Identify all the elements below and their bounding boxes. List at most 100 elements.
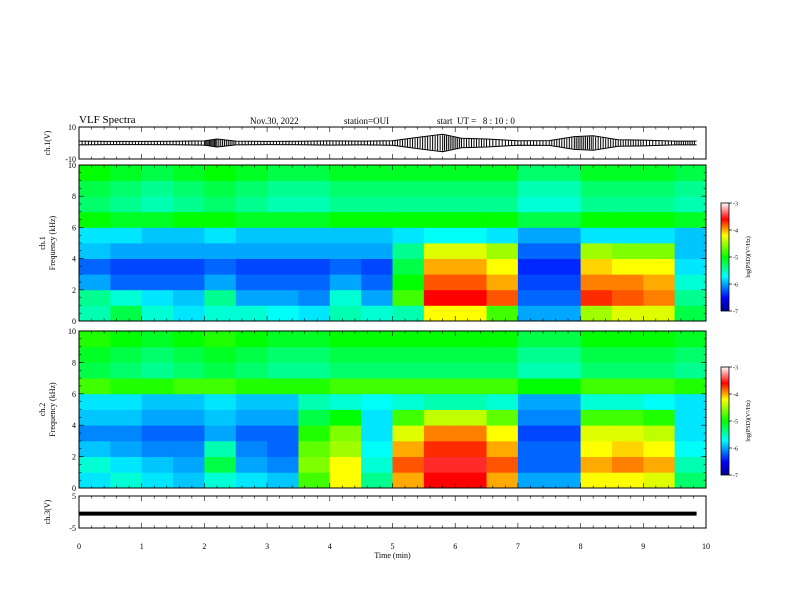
spectrogram-ch1-cell (141, 180, 174, 197)
spectrogram-ch2-cell (298, 440, 331, 457)
x-tick-label: 7 (516, 542, 520, 551)
spectrogram-ch2-cell (580, 331, 613, 348)
spectrogram-ch2-cell (423, 472, 456, 489)
spectrogram-ch2-cell (423, 425, 456, 442)
spectrogram-ch1-cell (517, 258, 550, 275)
x-tick-label: 0 (77, 542, 81, 551)
spectrogram-ch2-cell (267, 409, 299, 426)
spectrogram-ch1-cell (173, 243, 205, 259)
spectrogram-ch2-cell (392, 472, 425, 489)
spectrogram-ch1-cell (267, 305, 299, 322)
spectrogram-ch1-cell (79, 243, 111, 259)
spectrogram-ch1-cell (674, 305, 707, 322)
spectrogram-ch2-cell (141, 440, 174, 457)
spectrogram-ch1-cell (392, 258, 425, 275)
spectrogram-ch2-cell (674, 331, 707, 348)
spectrogram-ch1-cell (173, 165, 205, 181)
spectrogram-ch2-cell (267, 378, 299, 395)
spectrogram-ch1-cell (643, 305, 676, 322)
spectrogram-ch1-cell (517, 305, 550, 322)
spectrogram-ch2-cell (173, 346, 205, 363)
spectrogram-ch2-cell (643, 456, 676, 473)
spectrogram-ch2-cell (173, 425, 205, 442)
spectrogram-ch2-cell (611, 393, 644, 410)
spectrogram-ch2-cell (392, 346, 425, 363)
spectrogram-ch1-cell (329, 227, 362, 244)
spectrogram-ch1-cell (267, 165, 299, 181)
spectrogram-ch1-cell (110, 274, 143, 291)
spectrogram-ch2-cell (329, 456, 362, 473)
spectrogram-ch2-cell (674, 409, 707, 426)
spectrogram-ch1-cell (141, 258, 174, 275)
spectrogram-ch1-cell (141, 243, 174, 259)
spectrogram-ch2-cell (329, 472, 362, 489)
waveform-ch1-y-label: ch.1(V) (43, 130, 52, 155)
spectrogram-ch1-colorbar (720, 202, 730, 312)
spectrogram-ch1-cell (329, 211, 362, 228)
spectrogram-ch1-cell (423, 180, 456, 197)
colorbar-tick-label: -4 (733, 393, 738, 399)
spectrogram-ch1-cell (517, 243, 550, 259)
spectrogram-ch1-cell (549, 274, 581, 291)
spectrogram-ch2-cell (329, 425, 362, 442)
spectrogram-ch2-cell (392, 440, 425, 457)
spectrogram-ch2-cell (361, 346, 393, 363)
spectrogram-ch2-cell (79, 409, 111, 426)
start-time-label: start UT = 8 : 10 : 0 (437, 116, 515, 126)
spectrogram-ch1-cell (79, 274, 111, 291)
spectrogram-ch2-cell (517, 378, 550, 395)
spectrogram-ch1-cell (235, 305, 268, 322)
x-tick-label: 3 (265, 542, 269, 551)
spectrogram-ch1-cell (110, 196, 143, 213)
spectrogram-ch1-cell (235, 227, 268, 244)
spectrogram-ch1-cell (580, 227, 613, 244)
x-tick-label: 4 (328, 542, 332, 551)
spectrogram-ch1-cell (110, 211, 143, 228)
colorbar-tick-label: -7 (733, 310, 738, 316)
spectrogram-ch2-cell (235, 409, 268, 426)
spectrogram-ch1-cell (204, 305, 237, 322)
spectrogram-ch2-cell (549, 393, 581, 410)
spectrogram-ch2-y-tick-label: 10 (68, 327, 76, 336)
spectrogram-ch2-cell (141, 425, 174, 442)
spectrogram-ch2-y-tick-label: 6 (72, 390, 76, 399)
spectrogram-ch1-cell (173, 196, 205, 213)
spectrogram-ch2-cell (423, 456, 456, 473)
spectrogram-ch1-cell (611, 165, 644, 181)
spectrogram-ch1-cell (298, 243, 331, 259)
spectrogram-ch2-cell (235, 456, 268, 473)
spectrogram-ch2-cell (455, 440, 487, 457)
spectrogram-ch2-cell (110, 472, 143, 489)
spectrogram-ch1-cell (611, 258, 644, 275)
spectrogram-ch2-cell (611, 440, 644, 457)
spectrogram-ch1-cell (580, 165, 613, 181)
spectrogram-ch1-cell (549, 289, 581, 306)
spectrogram-ch2-cell (580, 472, 613, 489)
spectrogram-ch1-cell (141, 305, 174, 322)
spectrogram-ch2-cell (267, 456, 299, 473)
spectrogram-ch1-cell (173, 258, 205, 275)
spectrogram-ch1-cell (329, 289, 362, 306)
x-tick-label: 8 (579, 542, 583, 551)
spectrogram-ch1-cell (392, 274, 425, 291)
spectrogram-ch2-cell (643, 409, 676, 426)
spectrogram-ch1-cell (141, 211, 174, 228)
colorbar-label: log(PSD)(V²/Hz) (745, 236, 752, 277)
spectrogram-ch1-cell (204, 196, 237, 213)
spectrogram-ch1-cell (329, 274, 362, 291)
spectrogram-ch2-cell (79, 362, 111, 379)
spectrogram-ch2-cell (329, 378, 362, 395)
spectrogram-ch2-cell (674, 440, 707, 457)
spectrogram-ch1-cell (549, 211, 581, 228)
spectrogram-ch1-cell (173, 289, 205, 306)
spectrogram-ch2-cell (267, 362, 299, 379)
spectrogram-ch2-cell (298, 346, 331, 363)
colorbar-tick-label: -5 (733, 420, 738, 426)
waveform-ch3-y-label: ch.3(V) (43, 499, 52, 524)
x-tick-label: 1 (140, 542, 144, 551)
spectrogram-ch2-cell (486, 393, 519, 410)
spectrogram-ch2-cell (173, 331, 205, 348)
spectrogram-ch2-cell (517, 456, 550, 473)
spectrogram-ch2-cell (141, 472, 174, 489)
spectrogram-ch1-cell (455, 289, 487, 306)
